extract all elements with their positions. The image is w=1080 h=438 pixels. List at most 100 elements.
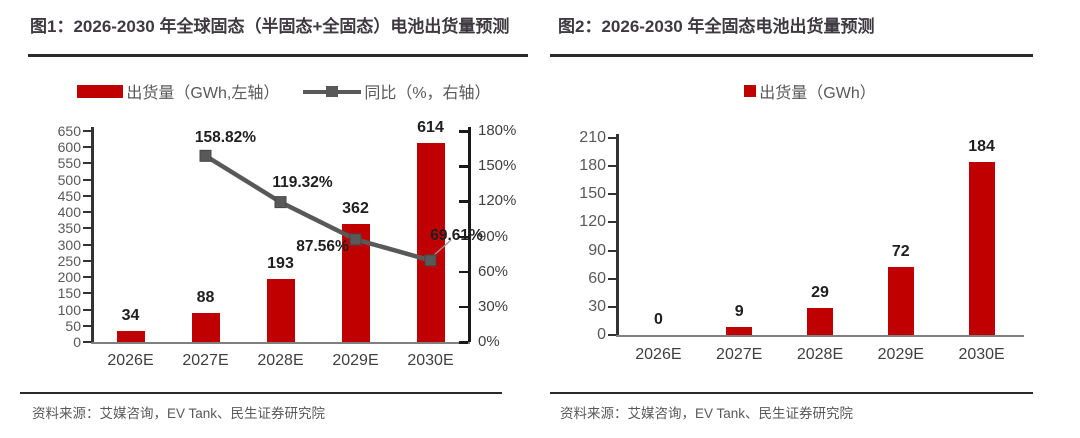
right-axis-tick-label: 0%: [478, 333, 500, 350]
x-category-label: 2030E: [407, 352, 454, 369]
y-axis-tick-mark: [83, 243, 91, 246]
right-axis-tick-mark: [459, 341, 468, 344]
y-axis-tick-label: 0: [73, 334, 81, 350]
right-axis-tick-mark: [459, 130, 468, 133]
bar: [726, 326, 753, 335]
y-axis-tick-mark: [83, 178, 91, 181]
figure2-title-wrap: 图2：2026-2030 年全固态电池出货量预测: [558, 2, 1034, 52]
y-axis-tick-label: 90: [588, 241, 606, 259]
right-axis-tick-mark: [459, 270, 468, 274]
legend-item-yoy: 同比（%，右轴）: [303, 79, 491, 103]
y-axis-tick-label: 300: [57, 236, 81, 253]
right-axis-tick-label: 30%: [478, 297, 509, 315]
y-axis-tick-mark: [608, 249, 616, 252]
right-axis-tick-mark: [459, 165, 468, 168]
x-category-label: 2030E: [958, 346, 1005, 363]
bar-value-label: 184: [968, 138, 995, 156]
yoy-value-label: 87.56%: [296, 238, 349, 256]
yoy-point-marker: [274, 196, 287, 209]
x-category-label: 2027E: [182, 352, 229, 369]
right-axis-tick-label: 90%: [478, 227, 509, 245]
right-axis-tick-mark: [459, 305, 468, 309]
y-axis-tick-label: 0: [597, 326, 606, 343]
figure2-source-note: 资料来源：艾媒咨询，EV Tank、民生证券研究院: [560, 406, 854, 421]
yoy-point-marker: [199, 149, 212, 162]
bar: [807, 307, 833, 335]
y-axis-tick-mark: [83, 259, 91, 262]
x-category-label: 2029E: [332, 352, 379, 369]
x-axis-line: [616, 335, 1024, 337]
y-axis-tick-label: 400: [57, 204, 81, 221]
y-axis-tick-label: 500: [57, 171, 81, 188]
y-axis-tick-label: 150: [57, 285, 81, 302]
legend-item-shipments2: 出货量（GWh）: [744, 79, 876, 103]
bar-series-swatch-icon: [77, 84, 124, 98]
y-axis-tick-label: 550: [57, 155, 81, 172]
legend-item-shipments: 出货量（GWh,左轴）: [77, 79, 279, 103]
figure1-title: 图1：2026-2030 年全球固态（半固态+全固态）电池出货量预测: [30, 16, 510, 36]
legend-label-shipments: 出货量（GWh,左轴）: [126, 85, 280, 102]
bar-value-label: 29: [811, 283, 829, 301]
figure2-footer-rule: [550, 392, 1033, 394]
y-axis-tick-label: 350: [57, 220, 81, 237]
y-axis-line: [91, 127, 94, 342]
y-axis-tick-label: 210: [579, 129, 606, 146]
yoy-value-label: 119.32%: [272, 174, 333, 192]
x-category-label: 2029E: [877, 346, 924, 363]
y-axis-tick-mark: [608, 137, 616, 139]
figure2-legend: 出货量（GWh）: [540, 76, 1080, 106]
bar-value-label: 9: [734, 302, 744, 320]
right-axis-tick-mark: [459, 200, 468, 203]
bar-value-label: 34: [121, 306, 140, 324]
y-axis-tick-mark: [83, 292, 91, 295]
y-axis-tick-label: 650: [57, 123, 81, 139]
x-category-label: 2026E: [107, 352, 154, 369]
y-axis-tick-label: 200: [57, 269, 81, 286]
bar: [968, 162, 995, 335]
bar: [191, 313, 220, 342]
y-axis-tick-label: 50: [65, 317, 81, 334]
right-axis-tick-mark: [459, 235, 468, 238]
y-axis-tick-label: 150: [579, 185, 606, 203]
bar-value-label: 362: [342, 200, 369, 218]
bar-value-label: 614: [417, 118, 444, 136]
figure1-footer-rule: [20, 392, 502, 394]
y-axis-tick-label: 180: [579, 157, 606, 175]
x-category-label: 2027E: [716, 346, 763, 363]
yoy-value-label: 158.82%: [194, 128, 257, 146]
y-axis-tick-mark: [608, 277, 616, 280]
y-axis-tick-label: 120: [579, 213, 606, 231]
figure1-plot-area: 650 600 550 500 450 400 350 300 250 200 150 100 50 0 1…: [57, 118, 517, 369]
y-axis-tick-mark: [83, 194, 91, 197]
x-category-label: 2028E: [796, 346, 844, 363]
y-axis-tick-mark: [83, 308, 91, 311]
line-series-swatch-icon: [303, 85, 362, 98]
figure2-plot-area: 210 180 150 120 90 60 30 0 2026E 2027E 2028E 2029E 2…: [540, 0, 1080, 438]
y-axis-tick-label: 60: [588, 269, 606, 287]
yoy-value-label: 69.61%: [430, 227, 483, 245]
y-axis-tick-label: 600: [57, 139, 81, 156]
bar-value-label: 0: [653, 311, 663, 328]
y-axis-tick-mark: [608, 305, 616, 308]
y-axis-tick-mark: [83, 341, 91, 343]
x-category-label: 2028E: [257, 352, 304, 369]
bar-value-label: 72: [891, 243, 910, 261]
y-axis-tick-mark: [608, 193, 616, 196]
y-axis-line: [616, 134, 619, 335]
y-axis-tick-mark: [83, 211, 91, 214]
y-axis-tick-mark: [83, 130, 91, 132]
bar-value-label: 193: [267, 255, 294, 273]
y-axis-tick-mark: [83, 276, 91, 279]
right-axis-tick-label: 120%: [478, 192, 517, 210]
figure1-title-rule: [28, 54, 528, 57]
bar: [116, 330, 145, 342]
y-axis-tick-mark: [608, 221, 616, 224]
x-category-label: 2026E: [635, 346, 682, 363]
figure2-panel: 图2：2026-2030 年全固态电池出货量预测 出货量（GWh） 210 180…: [540, 0, 1080, 438]
bar: [887, 267, 914, 335]
figure2-title: 图2：2026-2030 年全固态电池出货量预测: [558, 16, 875, 36]
y-axis-tick-mark: [608, 165, 616, 168]
figure1-legend: 出货量（GWh,左轴） 同比（%，右轴）: [0, 76, 540, 106]
figure1-title-wrap: 图1：2026-2030 年全球固态（半固态+全固态）电池出货量预测: [30, 2, 527, 52]
figure1-panel: 图1：2026-2030 年全球固态（半固态+全固态）电池出货量预测 出货量（G…: [0, 2, 540, 421]
